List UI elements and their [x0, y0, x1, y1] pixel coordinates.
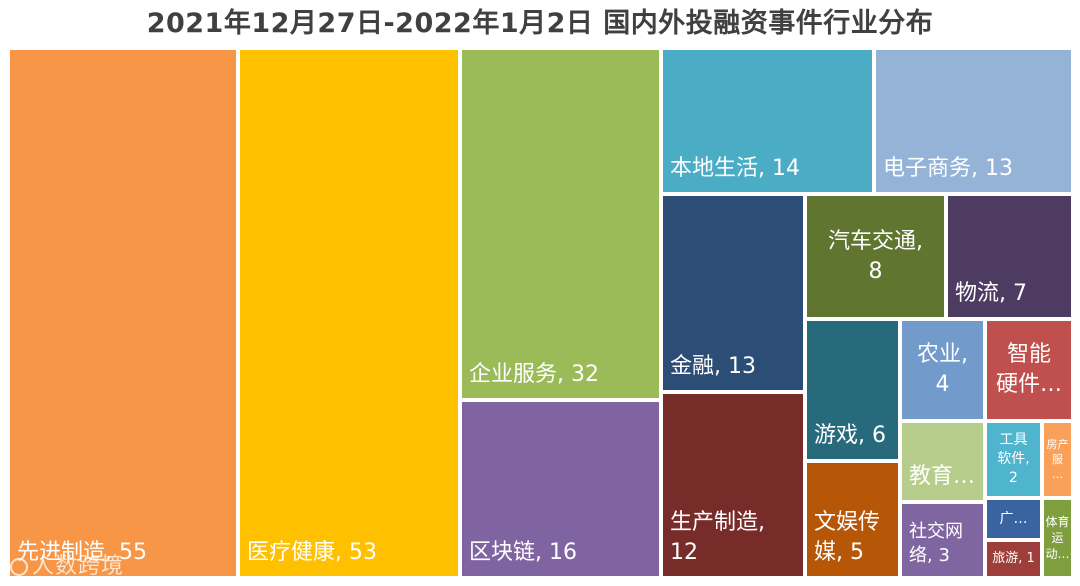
treemap-tile: 物流, 7	[946, 194, 1073, 319]
treemap-tile: 文娱传 媒, 5	[805, 461, 900, 578]
treemap-tile-label: 区块链, 16	[469, 540, 577, 565]
treemap-tile-label: 汽车交通, 8	[828, 228, 923, 284]
treemap-tile-label: 文娱传 媒, 5	[814, 510, 881, 565]
watermark-text: 人数跨境	[32, 554, 125, 579]
treemap-tile-label: 先进制造, 55	[17, 540, 147, 565]
treemap-tile: 区块链, 16	[460, 400, 661, 578]
treemap-tile: 房产服 …	[1042, 421, 1073, 498]
treemap-tile: 农业, 4	[900, 319, 985, 421]
treemap-tile: 企业服务, 32	[460, 48, 661, 400]
treemap-tile-label: 旅游, 1	[992, 551, 1035, 566]
treemap-tile-label: 生产制造, 12	[670, 510, 765, 565]
treemap-tile: 工具 软件, 2	[985, 421, 1042, 498]
treemap-tile: 电子商务, 13	[874, 48, 1073, 194]
treemap-tile-label: 智能 硬件…	[995, 342, 1062, 397]
treemap-tile: 本地生活, 14	[661, 48, 874, 194]
treemap-tile-label: 医疗健康, 53	[247, 540, 377, 565]
treemap-tile-label: 社交网 络, 3	[909, 521, 963, 566]
treemap-tile-label: 体育 运动…	[1045, 515, 1070, 561]
treemap-tile-label: 游戏, 6	[814, 423, 886, 448]
treemap-tile: 生产制造, 12	[661, 392, 805, 578]
treemap-tile-label: 企业服务, 32	[469, 362, 599, 387]
treemap-tile-label: 本地生活, 14	[670, 156, 800, 181]
treemap-tile-label: 农业, 4	[917, 342, 968, 397]
treemap-tile: 广…	[985, 498, 1042, 540]
treemap-tile-label: 电子商务, 13	[883, 156, 1013, 181]
treemap-tile: 社交网 络, 3	[900, 502, 985, 578]
treemap-tile: 教育…	[900, 421, 985, 502]
treemap-tile: 智能 硬件…	[985, 319, 1073, 421]
treemap-tile: 先进制造, 55	[8, 48, 238, 578]
treemap-tile-label: 物流, 7	[955, 281, 1027, 306]
watermark: 人数跨境	[10, 548, 124, 580]
treemap-tile-label: 工具 软件, 2	[997, 432, 1030, 486]
treemap-tile-label: 教育…	[909, 464, 976, 489]
treemap-tile: 游戏, 6	[805, 319, 900, 461]
treemap-tile: 金融, 13	[661, 194, 805, 392]
chart-title: 2021年12月27日-2022年1月2日 国内外投融资事件行业分布	[146, 8, 934, 39]
treemap-tile: 汽车交通, 8	[805, 194, 946, 319]
treemap-tile-label: 广…	[999, 510, 1028, 527]
watermark-logo-icon	[10, 558, 28, 576]
treemap-tile-label: 房产服 …	[1046, 438, 1069, 481]
treemap-tile: 医疗健康, 53	[238, 48, 460, 578]
treemap-tile-label: 金融, 13	[670, 354, 756, 379]
treemap-tile: 体育 运动…	[1042, 498, 1073, 578]
treemap-tile: 旅游, 1	[985, 540, 1042, 578]
